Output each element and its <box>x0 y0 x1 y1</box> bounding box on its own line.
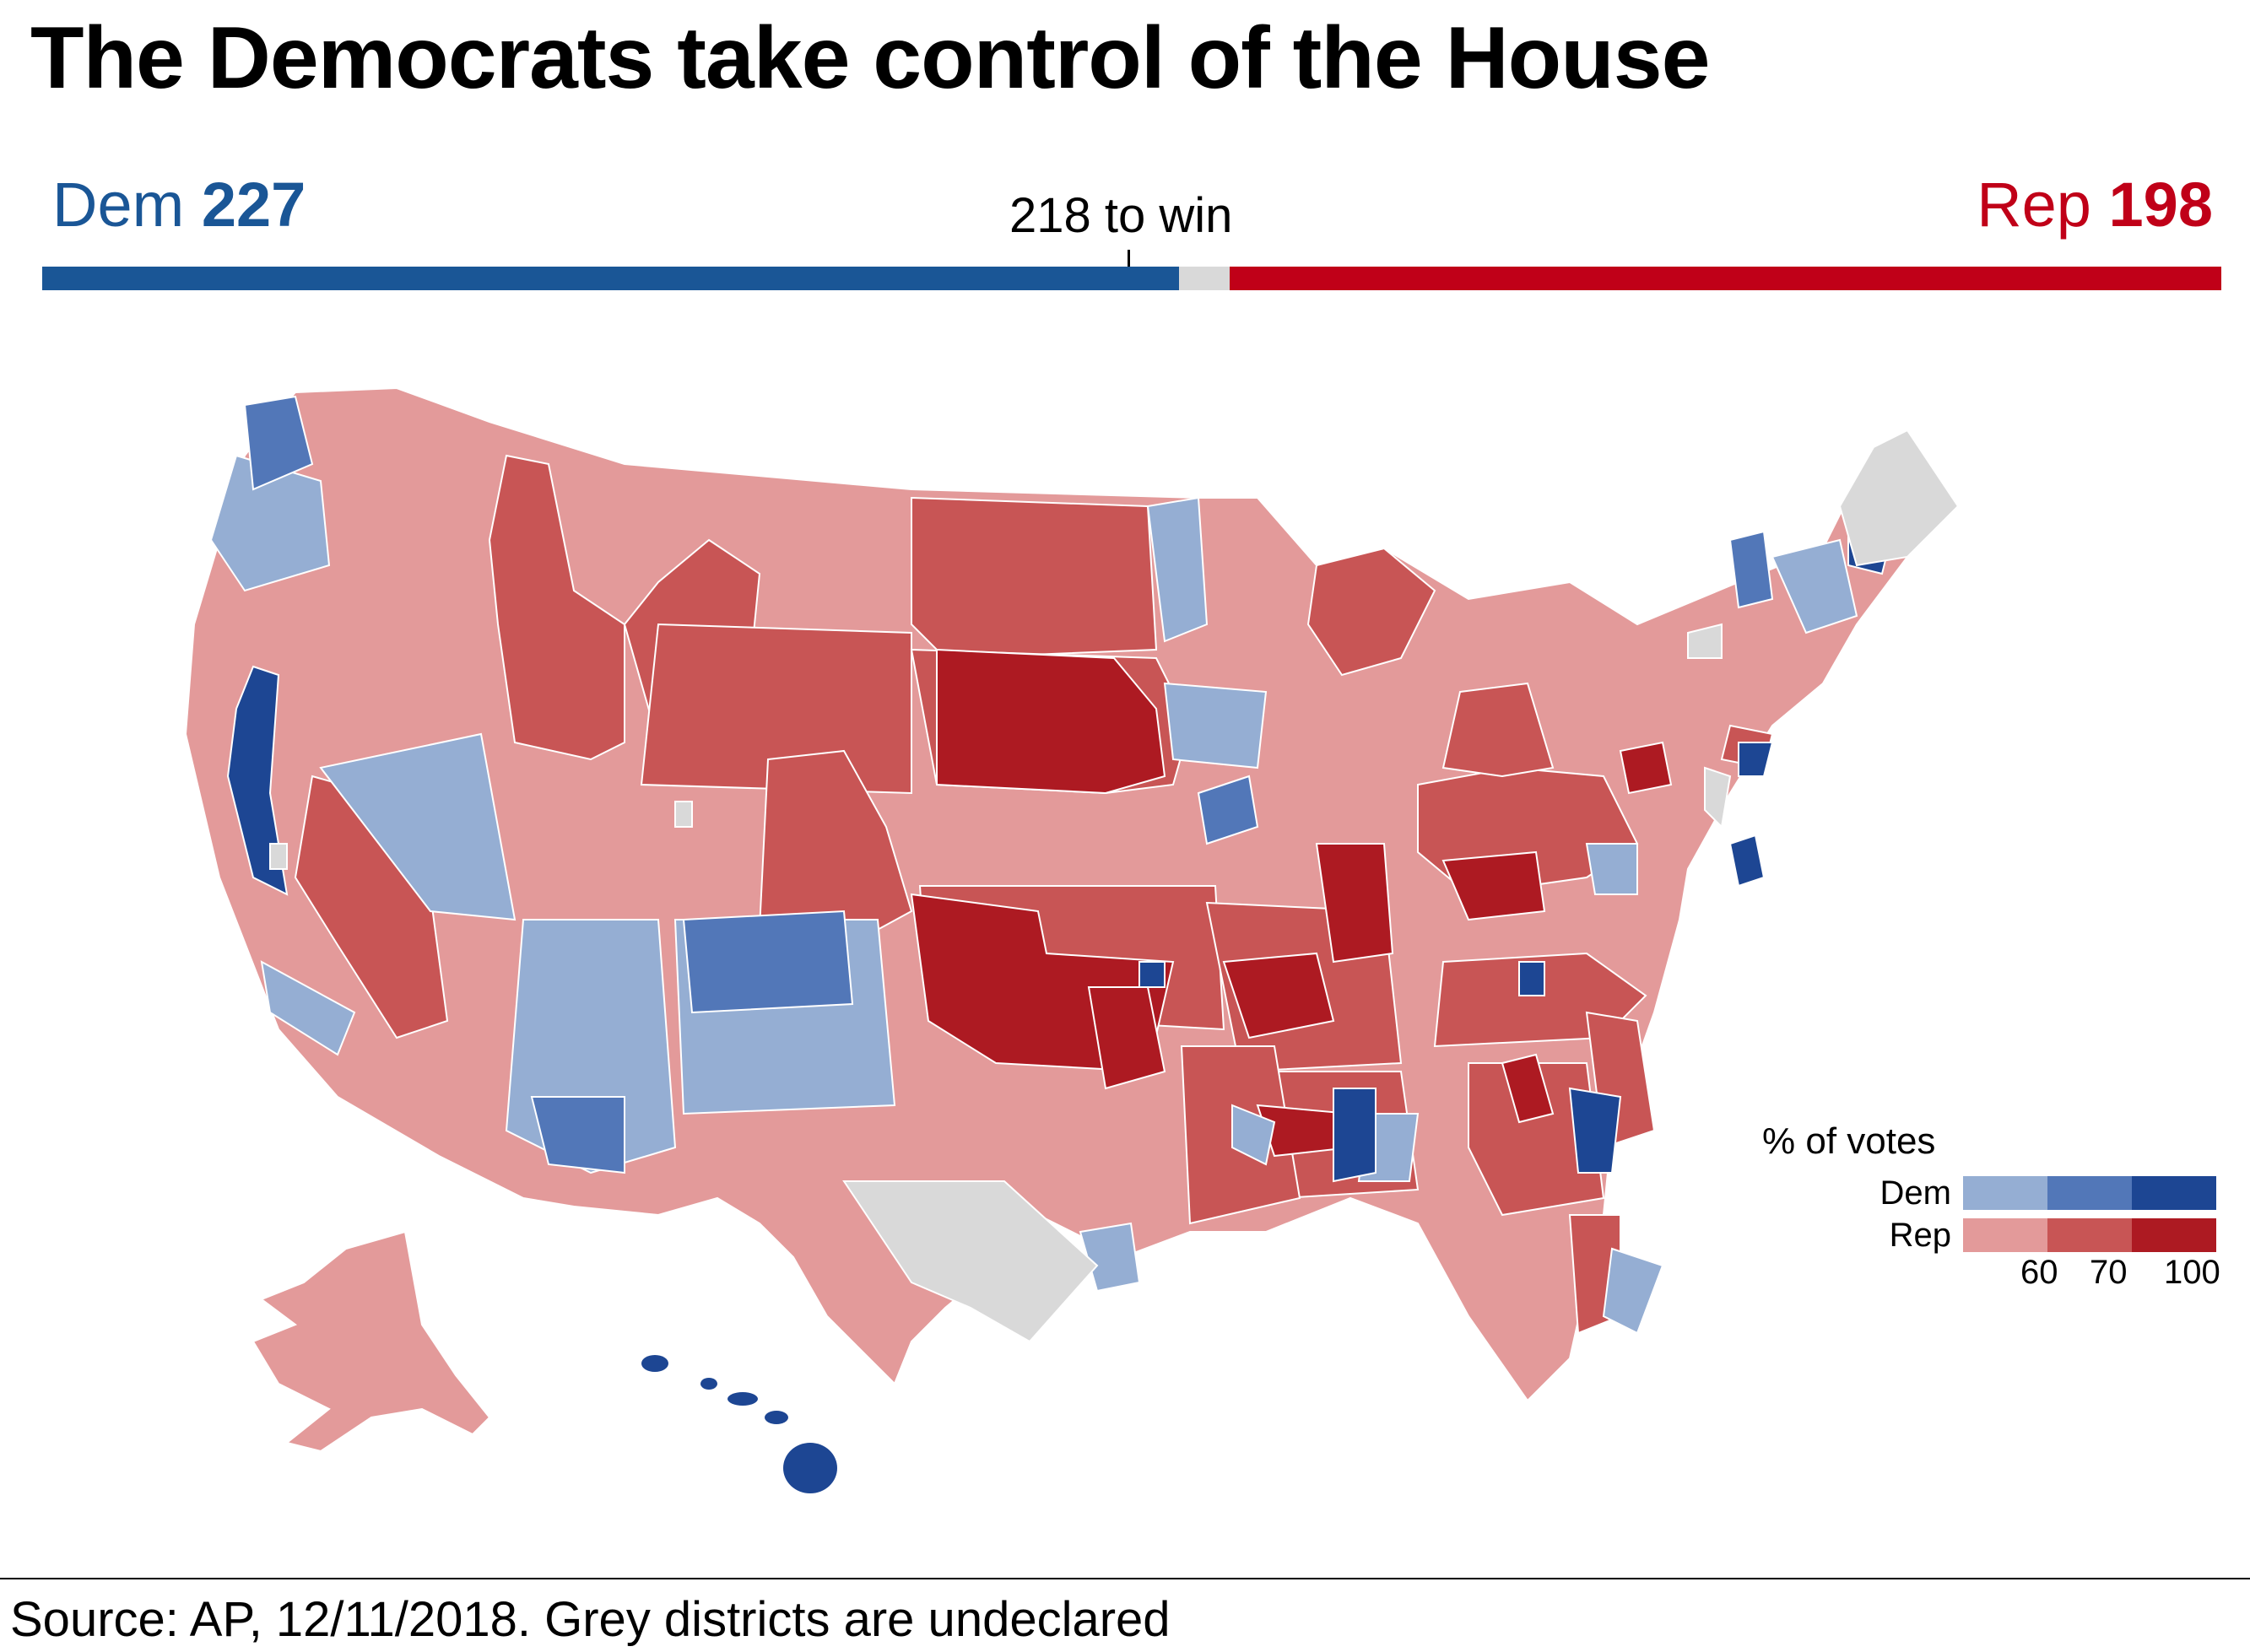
threshold-label: 218 to win <box>1009 188 1233 243</box>
legend-dem-label: Dem <box>1880 1174 1951 1212</box>
legend-rep-swatch-3 <box>2132 1218 2216 1252</box>
mid-dem-regions <box>243 395 1774 1174</box>
legend-tick-70: 70 <box>2090 1254 2128 1291</box>
legend-rep-label: Rep <box>1889 1217 1951 1254</box>
seat-bar-undeclared <box>1179 267 1230 290</box>
safe-rep-regions <box>910 648 1673 1158</box>
alaska <box>252 1230 491 1453</box>
hawaii <box>641 1355 837 1493</box>
source-note: Source: AP, 12/11/2018. Grey districts a… <box>10 1592 1171 1647</box>
seat-bar-rep <box>1229 267 2221 290</box>
rep-seat-count: Rep 198 <box>1977 169 2213 240</box>
rep-label: Rep <box>1977 170 2091 240</box>
threshold-tick <box>1128 250 1130 268</box>
legend-dem-row <box>1963 1176 2216 1210</box>
legend-title: % of votes <box>1762 1120 1936 1162</box>
dem-seat-count: Dem 227 <box>52 169 306 240</box>
legend-rep-row <box>1963 1218 2216 1252</box>
dem-count: 227 <box>201 170 306 240</box>
legend-dem-swatch-2 <box>2047 1176 2132 1210</box>
rep-count: 198 <box>2108 170 2213 240</box>
footer-divider <box>0 1578 2250 1579</box>
safe-dem-regions <box>226 521 1892 1183</box>
undeclared-regions <box>269 429 1960 1343</box>
seat-bar <box>42 267 2221 290</box>
legend-dem-swatch-3 <box>2132 1176 2216 1210</box>
legend-rep-swatch-2 <box>2047 1218 2132 1252</box>
legend-dem-swatch-1 <box>1963 1176 2047 1210</box>
us-district-map <box>184 386 1960 1493</box>
legend-tick-100: 100 <box>2164 1254 2220 1291</box>
legend-rep-swatch-1 <box>1963 1218 2047 1252</box>
dem-label: Dem <box>52 170 185 240</box>
seat-bar-dem <box>42 267 1180 290</box>
legend-tick-60: 60 <box>2020 1254 2058 1291</box>
chart-title: The Democrats take control of the House <box>30 9 1710 107</box>
